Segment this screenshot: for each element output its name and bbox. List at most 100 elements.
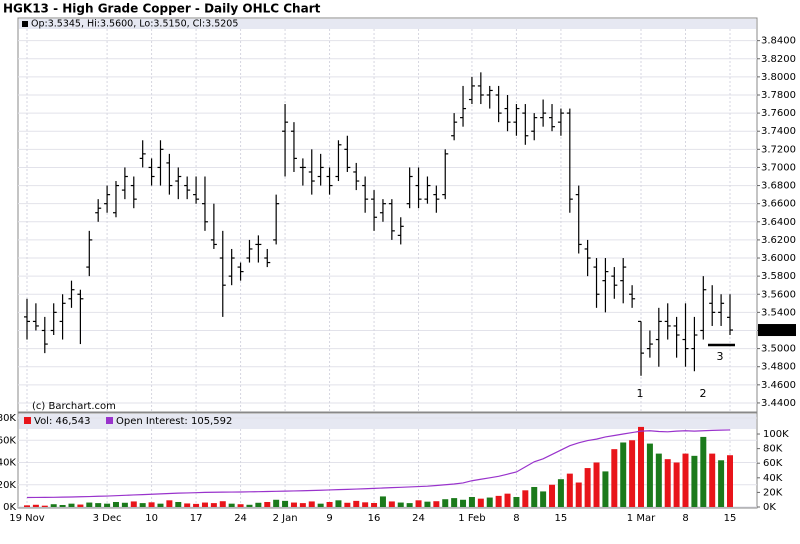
- x-tick-label: 8: [682, 513, 688, 524]
- volume-bar: [620, 442, 627, 507]
- volume-bar: [24, 505, 30, 507]
- y-tick-label: 3.7400: [761, 126, 796, 137]
- volume-bar: [682, 453, 689, 507]
- volume-bar: [353, 500, 360, 507]
- volume-bar: [166, 500, 173, 507]
- x-tick-label: 15: [724, 513, 737, 524]
- x-tick-label: 2 Jan: [273, 513, 298, 524]
- info-marker: [22, 21, 28, 27]
- volume-bar: [451, 498, 458, 507]
- x-tick-label: 16: [368, 513, 381, 524]
- volume-bar: [86, 502, 93, 507]
- volume-bar: [442, 499, 449, 507]
- volume-bar: [602, 471, 609, 507]
- volume-bar: [264, 501, 271, 507]
- volume-bar: [317, 503, 324, 507]
- volume-bar: [468, 496, 475, 507]
- volume-bar: [193, 503, 200, 507]
- volume-bar: [673, 462, 680, 507]
- volume-bar: [41, 505, 48, 507]
- volume-bar: [460, 499, 467, 507]
- y-tick-label: 3.5800: [761, 271, 796, 282]
- x-tick-label: 10: [145, 513, 158, 524]
- x-tick-label: 17: [190, 513, 203, 524]
- volume-bar: [246, 504, 253, 507]
- legend-label: Vol: 46,543: [34, 416, 91, 427]
- chart-title: HGK13 - High Grade Copper - Daily OHLC C…: [3, 2, 321, 16]
- volume-bar: [175, 501, 182, 507]
- y-tick-label: 3.5000: [761, 344, 796, 355]
- volume-bar: [184, 503, 191, 507]
- volume-bar: [68, 503, 75, 507]
- volume-bar: [629, 440, 636, 507]
- y-tick-label: 3.4600: [761, 380, 796, 391]
- volume-bar: [406, 503, 413, 507]
- volume-bar: [308, 501, 315, 507]
- y-tick-label: 3.8200: [761, 54, 796, 65]
- volume-bar: [299, 503, 306, 507]
- y-tick-label: 3.6000: [761, 253, 796, 264]
- y2-tick-label: 40K: [763, 473, 783, 484]
- volume-bar: [104, 503, 111, 507]
- y-tick-label: 3.6200: [761, 235, 796, 246]
- copyright: (c) Barchart.com: [32, 401, 116, 412]
- volume-bar: [228, 503, 235, 507]
- volume-bar: [326, 501, 333, 507]
- volume-bar: [557, 479, 564, 507]
- x-tick-label: 15: [555, 513, 568, 524]
- legend-label: Open Interest: 105,592: [116, 416, 232, 427]
- y-tick-label: 3.4400: [761, 398, 796, 409]
- last-price-box: [758, 324, 796, 337]
- volume-bar: [219, 501, 226, 507]
- oi-line: [26, 429, 731, 499]
- y-tick-label: 3.5600: [761, 289, 796, 300]
- volume-bar: [593, 462, 600, 507]
- volume-bar: [255, 502, 262, 507]
- y-tick-label: 3.8400: [761, 36, 796, 47]
- y-tick-label: 3.5400: [761, 307, 796, 318]
- y2-tick-label: 60K: [763, 458, 783, 469]
- volume-bar: [655, 453, 662, 507]
- info-band: [19, 19, 756, 29]
- volume-bar: [611, 449, 618, 507]
- x-tick-label: 1 Mar: [627, 513, 656, 524]
- volume-bar: [362, 502, 369, 507]
- volume-bar: [32, 504, 39, 507]
- y-tick-label: 3.6600: [761, 199, 796, 210]
- volume-bar: [210, 503, 217, 507]
- volume-bar: [549, 484, 556, 507]
- volume-bar: [77, 504, 84, 507]
- volume-bar: [201, 502, 208, 507]
- y2-tick-label: 20K: [763, 487, 783, 498]
- annotation: 2: [700, 387, 707, 400]
- volume-bar: [157, 503, 164, 507]
- volume-bar: [273, 499, 280, 507]
- volume-bar: [495, 495, 502, 507]
- x-tick-label: 8: [513, 513, 519, 524]
- y2-tick-label: 0K: [763, 502, 776, 513]
- volume-bar: [522, 490, 529, 507]
- volume-bar: [691, 455, 698, 507]
- y-tick-label: 3.8000: [761, 72, 796, 83]
- volume-bar: [130, 501, 137, 507]
- volume-bar: [379, 496, 386, 507]
- volume-bar: [531, 486, 538, 507]
- y-tick-label: 40K: [0, 458, 16, 469]
- volume-bar: [59, 504, 66, 507]
- y-tick-label: 3.7200: [761, 144, 796, 155]
- y2-tick-label: 100K: [763, 429, 789, 440]
- volume-bar: [477, 498, 484, 507]
- volume-bar: [575, 482, 582, 507]
- volume-bar: [148, 502, 155, 507]
- volume-bar: [371, 502, 378, 507]
- annotation: 1: [637, 387, 644, 400]
- volume-bar: [282, 500, 289, 507]
- x-tick-label: 24: [234, 513, 247, 524]
- volume-bar: [344, 502, 351, 507]
- grid: [18, 29, 757, 508]
- volume-bar: [50, 504, 57, 507]
- y-tick-label: 3.6400: [761, 217, 796, 228]
- y-tick-label: 3.7600: [761, 108, 796, 119]
- x-tick-label: 24: [412, 513, 425, 524]
